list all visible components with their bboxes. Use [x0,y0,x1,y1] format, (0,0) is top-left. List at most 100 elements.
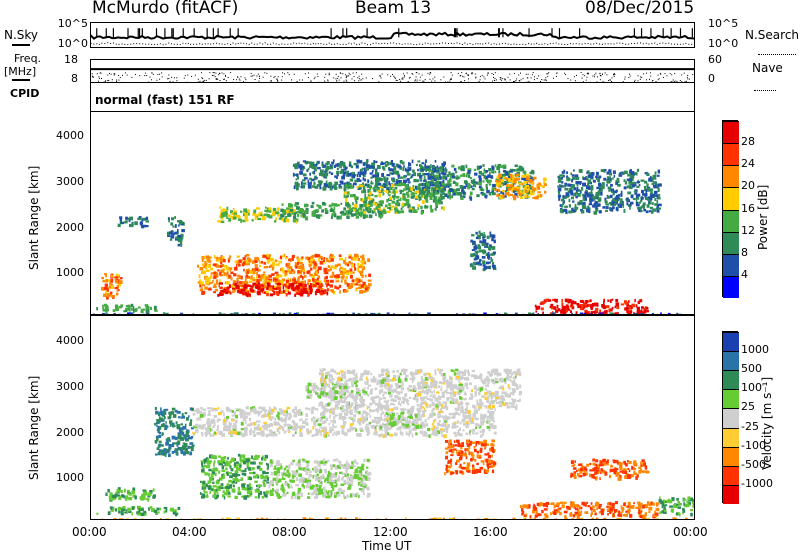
power-cell [602,185,605,190]
power-cell [305,256,309,260]
power-cell [237,290,240,294]
power-cell [606,176,611,179]
power-cell [631,303,636,308]
power-cell [396,202,401,207]
power-cell [644,194,647,198]
nave-dot [443,76,445,78]
nave-dot [580,72,582,73]
power-cell [142,313,145,314]
power-cell [492,192,496,196]
power-cell [354,206,357,210]
power-cell [484,194,488,199]
velocity-cell [141,495,145,499]
power-cell [402,197,405,201]
power-cell [486,189,490,194]
nave-dot [91,75,93,77]
nave-dot [335,73,337,75]
power-cell [262,277,267,281]
power-cell [442,172,447,176]
velocity-cell [236,467,239,471]
power-cell [179,219,182,222]
velocity-cell [361,478,364,482]
power-cell [568,198,571,203]
power-cell [291,212,294,215]
power-cell [249,258,252,262]
nave-dot [599,79,601,81]
power-cell [319,256,323,259]
power-cell [559,174,564,177]
velocity-cell [140,497,145,501]
nave-dot [215,78,217,80]
power-cell [452,188,456,193]
nave-dot [450,77,452,79]
nave-dot [674,73,676,75]
power-cell [561,302,564,306]
power-cell [345,183,348,187]
power-cell [424,182,427,187]
power-cell [226,287,228,290]
power-cell [549,312,553,314]
velocity-cell [213,492,217,496]
power-cell [368,273,372,277]
velocity-cell [164,453,167,457]
velocity-cell [147,494,151,498]
velocity-cell [304,459,307,463]
power-cell [105,309,109,312]
power-cell [302,263,304,267]
velocity-cell [109,496,112,499]
velocity-cell [231,414,236,417]
power-cell [443,161,446,165]
nave-dot [463,76,465,78]
power-cell [614,190,618,194]
velocity-cell [360,489,364,493]
power-cell [174,231,178,235]
velocity-cell [421,406,425,409]
nave-dot [119,77,121,78]
power-cell [551,312,556,314]
power-cell [215,264,220,268]
power-cell [374,170,378,175]
velocity-cell [244,468,247,472]
nave-dot [504,78,506,80]
velocity-cell [223,495,226,500]
power-cell [199,288,204,292]
power-cell [608,202,611,205]
power-cell [534,304,537,308]
power-cell [218,256,222,260]
velocity-cell [290,495,294,500]
power-cell [477,246,482,250]
power-cell [537,313,539,314]
power-cell [280,274,283,278]
velocity-cell [200,460,204,463]
power-cell [341,175,345,180]
power-cell [363,170,367,175]
power-cell [488,183,492,186]
power-cell [309,273,313,277]
velocity-cell [170,507,174,510]
power-cell [324,184,328,188]
power-cell [498,188,501,192]
velocity-cell [324,479,326,483]
power-cell [219,259,223,263]
noise-panel [90,22,695,48]
velocity-cell [319,466,321,470]
power-cell [420,210,424,215]
power-cell [203,265,206,269]
power-cell [438,181,443,184]
power-cell [415,179,419,183]
velocity-cell [271,493,274,496]
power-cell [616,177,620,181]
power-cell [228,284,232,289]
power-cell [619,205,623,208]
velocity-cell [254,489,258,493]
power-cell [557,185,561,188]
nave-dot [333,77,335,79]
power-cell [584,197,587,201]
power-cell [535,306,538,310]
power-cell [145,216,149,221]
velocity-cell [300,492,304,497]
power-cell [333,275,337,278]
power-cell [531,169,534,174]
velocity-cell [334,491,337,495]
power-cell [405,200,410,204]
